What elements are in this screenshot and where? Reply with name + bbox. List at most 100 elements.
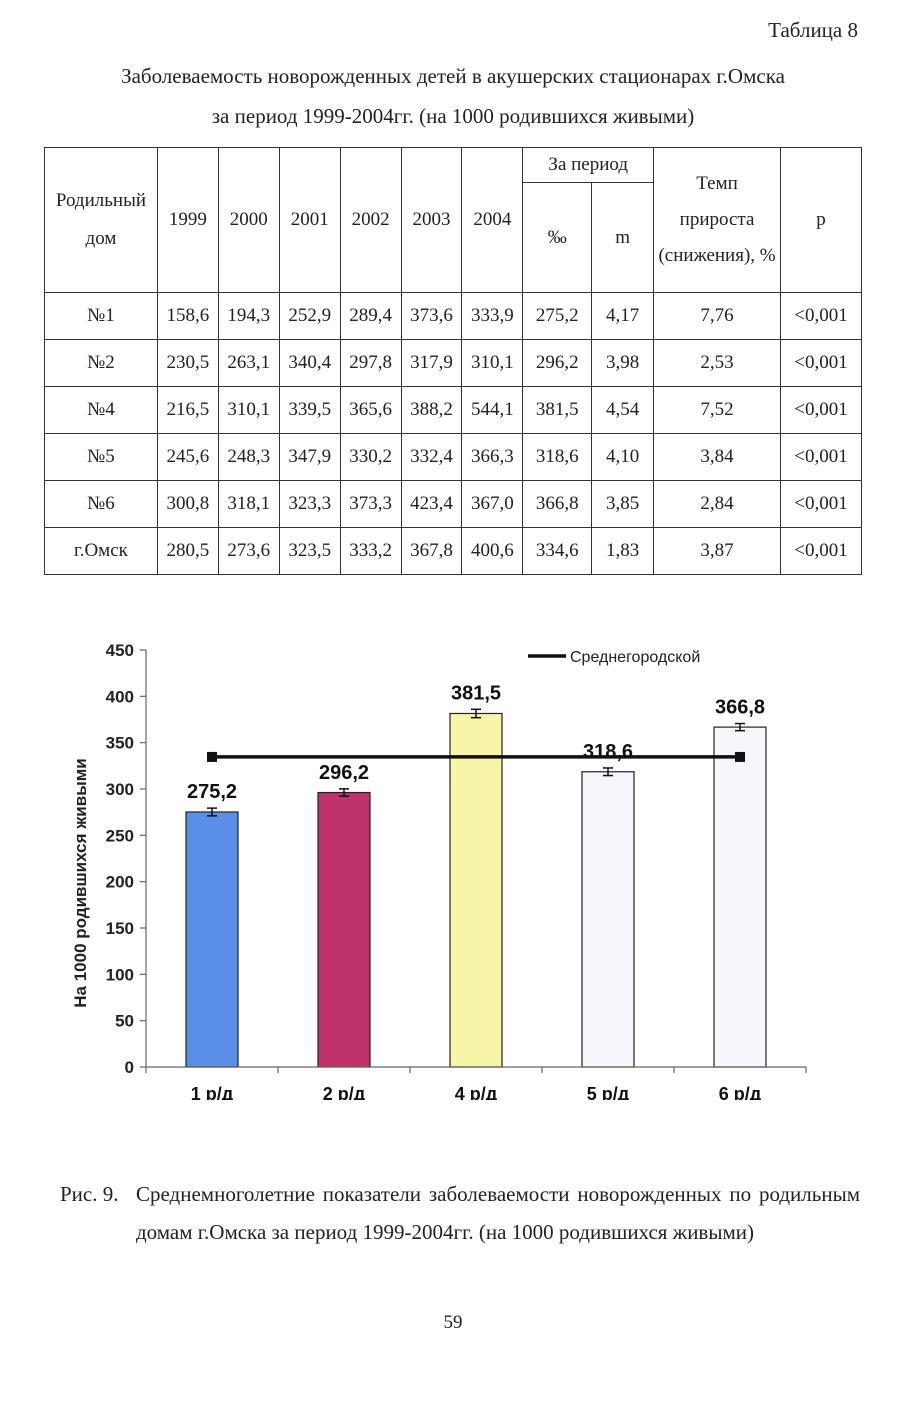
row-rate-cell: 3,87: [653, 527, 781, 575]
x-category-label: 6 р/д: [719, 1084, 762, 1100]
figure-caption: Рис. 9. Среднемноголетние показатели заб…: [60, 1175, 860, 1251]
row-year-value-cell: 323,5: [278, 527, 341, 575]
x-category-label: 4 р/д: [455, 1084, 498, 1100]
row-year-value-cell: 333,2: [339, 527, 402, 575]
row-rate-cell: 7,52: [653, 386, 781, 434]
row-year-value-cell: 340,4: [278, 339, 341, 387]
row-year-value-cell: 367,8: [400, 527, 463, 575]
row-year-value-cell: 400,6: [461, 527, 524, 575]
header-year: 2002: [339, 147, 402, 293]
row-m-cell: 4,10: [591, 433, 655, 481]
row-year-value-cell: 323,3: [278, 480, 341, 528]
bar: [713, 726, 767, 1068]
bar-value-label: 381,5: [451, 682, 501, 704]
bar-value-label: 366,8: [715, 697, 765, 719]
x-category-label: 5 р/д: [587, 1084, 630, 1100]
y-tick-label: 100: [106, 965, 134, 984]
row-year-value-cell: 317,9: [400, 339, 463, 387]
y-tick-label: 50: [115, 1012, 134, 1031]
row-year-value-cell: 280,5: [156, 527, 219, 575]
reference-line-marker: [207, 751, 217, 762]
row-m-cell: 4,54: [591, 386, 655, 434]
y-tick-label: 150: [106, 919, 134, 938]
table-title-line-2: за период 1999-2004гг. (на 1000 родивших…: [211, 104, 695, 128]
row-permille-cell: 366,8: [522, 480, 593, 528]
row-year-value-cell: 300,8: [156, 480, 219, 528]
bar: [581, 771, 635, 1068]
header-m: m: [591, 182, 655, 293]
figure-caption-text: Среднемноголетние показатели заболеваемо…: [136, 1182, 860, 1244]
table-row: №1 158,6 194,3 252,9 289,4 373,6 333,9 275,2 4,1…: [44, 292, 863, 340]
row-hospital-cell: г.Омск: [44, 527, 158, 575]
figure-caption-number: Рис. 9.: [60, 1182, 119, 1206]
row-hospital-cell: №6: [44, 480, 158, 528]
row-m-cell: 4,17: [591, 292, 655, 340]
row-rate-cell: 3,84: [653, 433, 781, 481]
row-year-value-cell: 373,6: [400, 292, 463, 340]
row-year-value-cell: 273,6: [217, 527, 280, 575]
row-year-value-cell: 289,4: [339, 292, 402, 340]
y-tick-label: 250: [106, 826, 134, 845]
row-year-value-cell: 366,3: [461, 433, 524, 481]
row-year-value-cell: 347,9: [278, 433, 341, 481]
row-year-value-cell: 310,1: [461, 339, 524, 387]
row-year-value-cell: 333,9: [461, 292, 524, 340]
header-year: 2003: [400, 147, 463, 293]
row-permille-cell: 318,6: [522, 433, 593, 481]
table-row: №5 245,6 248,3 347,9 330,2 332,4 366,3 318,6 4,1…: [44, 433, 863, 481]
row-year-value-cell: 230,5: [156, 339, 219, 387]
row-hospital-cell: №1: [44, 292, 158, 340]
row-year-value-cell: 252,9: [278, 292, 341, 340]
row-year-value-cell: 423,4: [400, 480, 463, 528]
row-p-cell: <0,001: [779, 433, 863, 481]
y-tick-label: 350: [106, 734, 134, 753]
reference-line-marker: [735, 751, 745, 762]
y-tick-label: 200: [106, 873, 134, 892]
row-permille-cell: 334,6: [522, 527, 593, 575]
morbidity-table: Родильный дом 1999 2000 2001 2002 2003 2…: [44, 147, 863, 575]
bar-value-label: 275,2: [187, 781, 237, 803]
row-year-value-cell: 367,0: [461, 480, 524, 528]
row-year-value-cell: 158,6: [156, 292, 219, 340]
row-m-cell: 3,98: [591, 339, 655, 387]
row-year-value-cell: 332,4: [400, 433, 463, 481]
y-tick-label: 400: [106, 687, 134, 706]
row-year-value-cell: 339,5: [278, 386, 341, 434]
row-year-value-cell: 194,3: [217, 292, 280, 340]
row-year-value-cell: 388,2: [400, 386, 463, 434]
row-year-value-cell: 330,2: [339, 433, 402, 481]
y-axis-title: На 1000 родившихся живыми: [71, 758, 90, 1007]
table-title-line-1: Заболеваемость новорожденных детей в аку…: [121, 64, 785, 88]
row-hospital-cell: №5: [44, 433, 158, 481]
x-category-label: 2 р/д: [323, 1084, 366, 1100]
row-year-value-cell: 544,1: [461, 386, 524, 434]
row-year-value-cell: 373,3: [339, 480, 402, 528]
row-rate-cell: 2,84: [653, 480, 781, 528]
y-tick-label: 300: [106, 780, 134, 799]
row-p-cell: <0,001: [779, 339, 863, 387]
row-p-cell: <0,001: [779, 527, 863, 575]
y-tick-label: 0: [125, 1058, 134, 1077]
header-period: За период: [522, 147, 655, 183]
header-permille: ‰: [522, 182, 593, 293]
row-hospital-cell: №2: [44, 339, 158, 387]
row-permille-cell: 275,2: [522, 292, 593, 340]
row-p-cell: <0,001: [779, 480, 863, 528]
row-m-cell: 3,85: [591, 480, 655, 528]
table-row: №4 216,5 310,1 339,5 365,6 388,2 544,1 381,5 4,5…: [44, 386, 863, 434]
row-hospital-cell: №4: [44, 386, 158, 434]
header-p: p: [779, 147, 863, 293]
row-p-cell: <0,001: [779, 386, 863, 434]
row-permille-cell: 296,2: [522, 339, 593, 387]
bar: [185, 811, 239, 1068]
table-row: №2 230,5 263,1 340,4 297,8 317,9 310,1 296,2 3,9…: [44, 339, 863, 387]
x-category-label: 1 р/д: [191, 1084, 234, 1100]
header-growth-rate: Темп прироста (снижения), %: [653, 147, 781, 293]
row-rate-cell: 7,76: [653, 292, 781, 340]
row-year-value-cell: 216,5: [156, 386, 219, 434]
header-year: 2001: [278, 147, 341, 293]
bar-chart: 0 50 100 150 200 250 300 350 400 450 275,2 1 р/д 29…: [71, 641, 807, 1100]
table-row: №6 300,8 318,1 323,3 373,3 423,4 367,0 366,8 3,8…: [44, 480, 863, 528]
bar: [317, 791, 371, 1068]
row-rate-cell: 2,53: [653, 339, 781, 387]
